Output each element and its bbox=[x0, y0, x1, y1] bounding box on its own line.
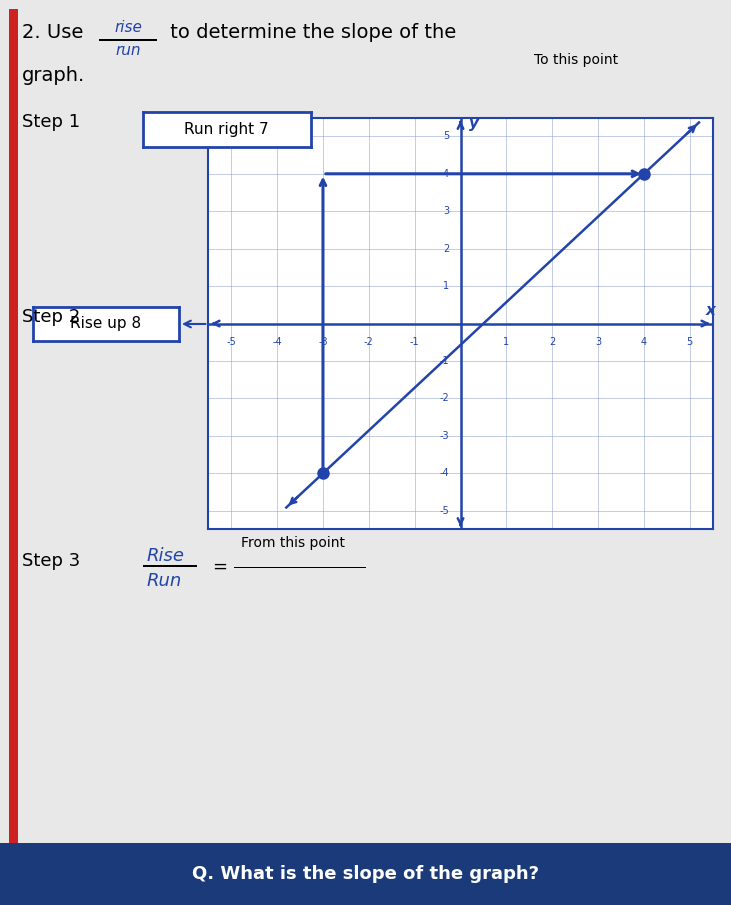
Text: =: = bbox=[212, 557, 227, 576]
Text: 2. Use: 2. Use bbox=[22, 23, 83, 42]
Text: Rise: Rise bbox=[146, 547, 184, 565]
Text: 4: 4 bbox=[641, 337, 647, 347]
Text: -4: -4 bbox=[273, 337, 282, 347]
Text: -1: -1 bbox=[410, 337, 420, 347]
Text: 3: 3 bbox=[443, 206, 449, 216]
Text: to determine the slope of the: to determine the slope of the bbox=[164, 23, 457, 42]
Text: Step 3: Step 3 bbox=[22, 552, 80, 570]
Text: Q. What is the slope of the graph?: Q. What is the slope of the graph? bbox=[192, 865, 539, 883]
Text: -2: -2 bbox=[439, 394, 449, 404]
Text: 3: 3 bbox=[595, 337, 601, 347]
Text: -3: -3 bbox=[439, 431, 449, 441]
Text: run: run bbox=[115, 43, 140, 58]
Text: graph.: graph. bbox=[22, 66, 86, 85]
Text: Run: Run bbox=[146, 572, 181, 590]
Text: x: x bbox=[705, 303, 716, 318]
Text: -3: -3 bbox=[318, 337, 327, 347]
Text: To this point: To this point bbox=[534, 53, 618, 67]
Text: 5: 5 bbox=[443, 131, 449, 141]
Text: From this point: From this point bbox=[241, 536, 345, 549]
Text: 2: 2 bbox=[549, 337, 556, 347]
Text: Rise up 8: Rise up 8 bbox=[70, 317, 142, 331]
Text: 1: 1 bbox=[443, 281, 449, 291]
Text: Run right 7: Run right 7 bbox=[184, 122, 269, 137]
Text: 4: 4 bbox=[443, 169, 449, 179]
Text: Step 2: Step 2 bbox=[22, 308, 80, 326]
Text: 5: 5 bbox=[686, 337, 693, 347]
Text: -5: -5 bbox=[439, 506, 449, 516]
Text: -2: -2 bbox=[364, 337, 374, 347]
Text: y: y bbox=[469, 116, 480, 130]
Text: 2: 2 bbox=[443, 243, 449, 253]
Text: -5: -5 bbox=[227, 337, 236, 347]
Text: -4: -4 bbox=[439, 468, 449, 478]
Text: -1: -1 bbox=[439, 356, 449, 366]
Text: rise: rise bbox=[114, 20, 142, 35]
Text: Step 1: Step 1 bbox=[22, 113, 80, 131]
Text: 1: 1 bbox=[504, 337, 510, 347]
